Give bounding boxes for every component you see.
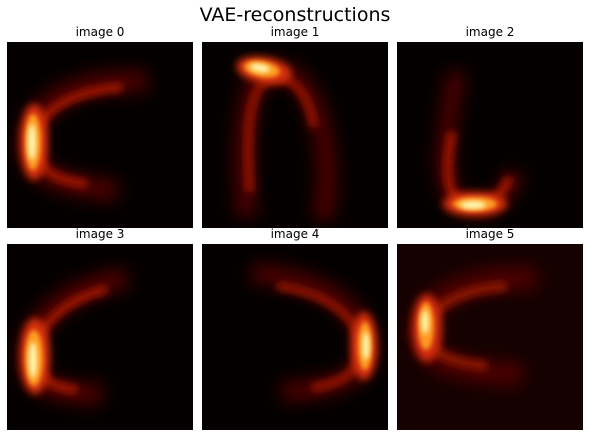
reconstruction-image-3	[7, 244, 193, 430]
panel-title-3: image 3	[75, 227, 125, 241]
reconstruction-image-0	[7, 42, 193, 228]
panel-title-4: image 4	[270, 227, 320, 241]
reconstruction-image-1	[202, 42, 388, 228]
panel-title-1: image 1	[270, 25, 320, 39]
reconstruction-image-5	[397, 244, 583, 430]
panel-title-5: image 5	[465, 227, 515, 241]
panel-title-2: image 2	[465, 25, 515, 39]
panel-title-0: image 0	[75, 25, 125, 39]
reconstruction-image-4	[202, 244, 388, 430]
figure-title: VAE-reconstructions	[199, 4, 391, 26]
reconstruction-image-2	[397, 42, 583, 228]
